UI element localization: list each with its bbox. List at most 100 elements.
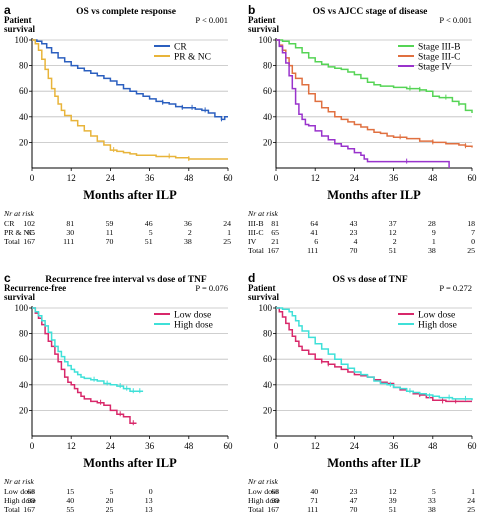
risk-cell: 24 xyxy=(467,496,475,505)
p-value: P = 0.076 xyxy=(195,283,228,293)
risk-cell: 70 xyxy=(350,505,358,514)
risk-cell: 111 xyxy=(63,237,74,246)
x-tick-label: 12 xyxy=(67,441,76,451)
risk-cell: 2 xyxy=(393,237,397,246)
series-line-1 xyxy=(276,307,473,401)
risk-cell: 111 xyxy=(307,246,318,255)
legend-label: Low dose xyxy=(418,311,455,321)
risk-table-header: Nr at risk xyxy=(3,477,34,486)
risk-row-label: Total xyxy=(248,246,265,255)
legend-label: Low dose xyxy=(174,311,211,321)
risk-cell: 23 xyxy=(350,228,358,237)
risk-cell: 71 xyxy=(310,496,318,505)
y-axis-label: Patient xyxy=(4,15,32,25)
risk-cell: 23 xyxy=(350,487,358,496)
risk-cell: 38 xyxy=(428,505,436,514)
risk-cell: 70 xyxy=(106,237,114,246)
y-tick-label: 20 xyxy=(263,137,273,147)
y-tick-label: 20 xyxy=(263,405,273,415)
risk-cell: 5 xyxy=(432,487,436,496)
risk-cell: 13 xyxy=(145,505,153,514)
risk-cell: 167 xyxy=(23,237,35,246)
y-tick-label: 100 xyxy=(259,35,273,45)
x-tick-label: 36 xyxy=(145,441,155,451)
risk-cell: 64 xyxy=(310,219,318,228)
risk-cell: 40 xyxy=(66,496,74,505)
y-tick-label: 80 xyxy=(19,61,29,71)
panel-letter: c xyxy=(4,271,11,285)
risk-cell: 51 xyxy=(389,246,397,255)
y-tick-label: 60 xyxy=(19,354,29,364)
legend-label: CR xyxy=(174,43,187,53)
risk-cell: 6 xyxy=(314,237,318,246)
risk-cell: 51 xyxy=(389,505,397,514)
y-tick-label: 100 xyxy=(259,303,273,313)
y-tick-label: 80 xyxy=(263,61,273,71)
risk-cell: 51 xyxy=(145,237,153,246)
y-tick-label: 80 xyxy=(19,329,29,339)
y-tick-label: 20 xyxy=(19,137,29,147)
x-tick-label: 48 xyxy=(184,173,194,183)
risk-table-header: Nr at risk xyxy=(3,209,34,218)
risk-cell: 36 xyxy=(184,219,192,228)
risk-cell: 102 xyxy=(23,219,35,228)
risk-row-label: PR & NC xyxy=(4,228,34,237)
y-tick-label: 40 xyxy=(263,112,273,122)
risk-cell: 25 xyxy=(223,237,231,246)
risk-cell: 65 xyxy=(27,228,35,237)
risk-row-label: IV xyxy=(248,237,257,246)
risk-row-label: Low dose xyxy=(4,487,35,496)
risk-cell: 55 xyxy=(66,505,74,514)
x-tick-label: 36 xyxy=(389,441,399,451)
risk-cell: 167 xyxy=(23,505,35,514)
risk-row-label: High dose xyxy=(4,496,36,505)
risk-row-label: III-C xyxy=(248,228,264,237)
risk-cell: 43 xyxy=(350,219,358,228)
risk-cell: 68 xyxy=(27,487,35,496)
risk-cell: 1 xyxy=(432,237,436,246)
risk-cell: 13 xyxy=(145,496,153,505)
risk-cell: 5 xyxy=(149,228,153,237)
risk-cell: 25 xyxy=(467,246,475,255)
x-tick-label: 48 xyxy=(428,173,438,183)
risk-row-label: Total xyxy=(4,505,21,514)
legend-label: PR & NC xyxy=(174,53,211,63)
y-tick-label: 60 xyxy=(263,86,273,96)
series-line-0 xyxy=(32,307,137,424)
legend-label: Stage III-C xyxy=(418,53,460,63)
risk-table-header: Nr at risk xyxy=(247,477,278,486)
risk-row-label: CR xyxy=(4,219,15,228)
risk-cell: 20 xyxy=(106,496,114,505)
risk-cell: 25 xyxy=(106,505,114,514)
p-value: P < 0.001 xyxy=(195,15,228,25)
x-tick-label: 36 xyxy=(145,173,155,183)
risk-cell: 38 xyxy=(184,237,192,246)
series-line-1 xyxy=(32,39,228,160)
risk-row-label: Low dose xyxy=(248,487,279,496)
risk-cell: 81 xyxy=(271,219,279,228)
panel-letter: a xyxy=(4,3,11,17)
x-axis-label: Months after ILP xyxy=(327,188,421,202)
risk-cell: 40 xyxy=(310,487,318,496)
risk-cell: 1 xyxy=(471,487,475,496)
x-axis-label: Months after ILP xyxy=(83,456,177,470)
y-tick-label: 100 xyxy=(15,303,29,313)
panel-b: b OS vs AJCC stage of disease Patientsurvi… xyxy=(247,3,477,255)
x-tick-label: 12 xyxy=(311,173,320,183)
legend-label: Stage IV xyxy=(418,63,452,73)
risk-cell: 167 xyxy=(267,505,279,514)
x-axis-label: Months after ILP xyxy=(327,456,421,470)
chart-title: OS vs complete response xyxy=(76,7,176,17)
y-tick-label: 40 xyxy=(263,380,273,390)
panel-c: c Recurrence free interval vs dose of TNF… xyxy=(3,271,233,514)
risk-cell: 70 xyxy=(350,246,358,255)
risk-row-label: High dose xyxy=(248,496,280,505)
legend-label: High dose xyxy=(174,321,213,331)
risk-cell: 0 xyxy=(149,487,153,496)
x-tick-label: 24 xyxy=(106,441,116,451)
risk-cell: 28 xyxy=(428,219,436,228)
risk-cell: 24 xyxy=(223,219,231,228)
